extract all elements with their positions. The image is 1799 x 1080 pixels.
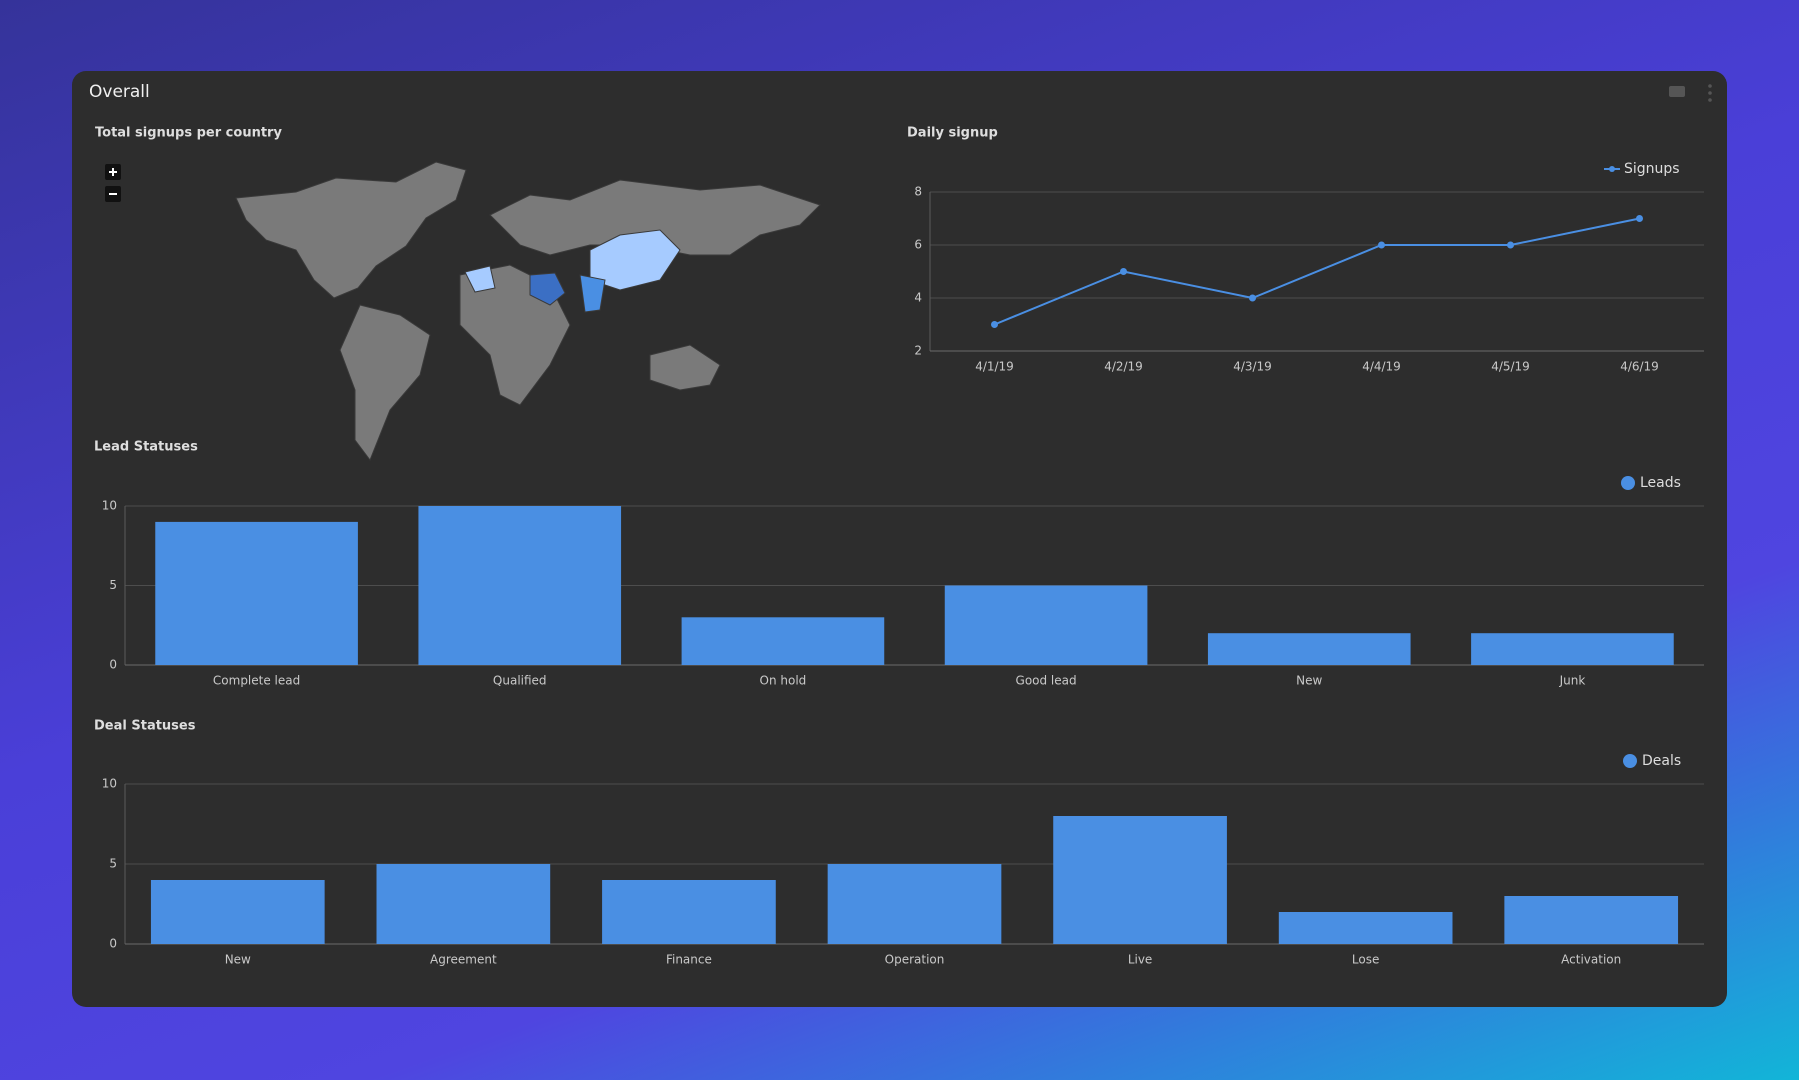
- bar: [944, 585, 1148, 665]
- legend-label: Deals: [1642, 753, 1681, 769]
- x-tick-label: Qualified: [493, 674, 547, 688]
- legend-label: Leads: [1640, 475, 1681, 491]
- x-tick-label: 4/4/19: [1362, 360, 1401, 374]
- comment-icon[interactable]: [1669, 86, 1685, 97]
- x-tick-label: Lose: [1352, 953, 1379, 967]
- bar: [1504, 896, 1679, 944]
- bar: [1207, 633, 1411, 665]
- y-tick-label: 6: [914, 238, 922, 252]
- x-tick-label: 4/6/19: [1620, 360, 1659, 374]
- australia: [649, 344, 721, 391]
- point: [1249, 294, 1256, 302]
- x-tick-label: Operation: [885, 953, 945, 967]
- y-tick-label: 5: [109, 578, 117, 592]
- y-tick-label: 8: [914, 185, 922, 199]
- bar: [1278, 912, 1453, 944]
- y-tick-label: 10: [102, 777, 117, 791]
- legend-label: Signups: [1624, 161, 1680, 177]
- x-tick-label: Agreement: [430, 953, 497, 967]
- bar: [150, 880, 325, 944]
- chart-title: Lead Statuses: [94, 440, 198, 455]
- point: [991, 321, 998, 328]
- x-tick-label: New: [1296, 674, 1322, 688]
- chart-title: Total signups per country: [95, 126, 282, 141]
- point: [1507, 241, 1514, 249]
- bar: [155, 521, 358, 665]
- zoom-controls[interactable]: [105, 164, 121, 202]
- point: [1636, 215, 1643, 222]
- legend-marker: [1609, 166, 1615, 172]
- y-tick-label: 5: [109, 857, 117, 871]
- y-tick-label: 0: [109, 658, 117, 672]
- point: [1120, 268, 1127, 275]
- chart-title: Daily signup: [907, 126, 998, 141]
- legend-marker: [1621, 476, 1635, 490]
- bar: [681, 617, 885, 665]
- eurasia: [489, 179, 821, 256]
- saudi-arabia: [529, 272, 566, 306]
- chart-title: Deal Statuses: [94, 719, 196, 734]
- x-tick-label: Complete lead: [213, 674, 300, 688]
- x-tick-label: 4/1/19: [975, 360, 1014, 374]
- zoom-in-icon: [109, 168, 117, 176]
- north-america: [235, 161, 467, 299]
- panel-title: Overall: [89, 82, 150, 102]
- x-tick-label: 4/3/19: [1233, 360, 1272, 374]
- y-tick-label: 4: [914, 291, 922, 305]
- bar: [1471, 633, 1674, 665]
- y-tick-label: 2: [914, 344, 922, 358]
- world-map: [235, 161, 821, 462]
- x-tick-label: 4/5/19: [1491, 360, 1530, 374]
- y-tick-label: 10: [102, 499, 117, 513]
- x-tick-label: Junk: [1559, 674, 1586, 688]
- legend-marker: [1623, 754, 1637, 768]
- panel-icons[interactable]: [1669, 84, 1712, 102]
- south-america: [339, 304, 431, 462]
- x-tick-label: New: [225, 953, 251, 967]
- point: [1378, 241, 1385, 249]
- menu-dot[interactable]: [1708, 91, 1712, 95]
- india: [579, 274, 606, 313]
- bar: [418, 506, 622, 665]
- bar: [376, 864, 551, 944]
- x-tick-label: Activation: [1561, 953, 1621, 967]
- algeria: [464, 265, 496, 293]
- line: [994, 217, 1640, 326]
- x-tick-label: 4/2/19: [1104, 360, 1143, 374]
- y-tick-label: 0: [109, 937, 117, 951]
- bar: [827, 864, 1002, 944]
- x-tick-label: Good lead: [1016, 674, 1077, 688]
- menu-dot[interactable]: [1708, 84, 1712, 88]
- bar: [602, 880, 776, 944]
- bar: [1053, 816, 1227, 944]
- x-tick-label: Live: [1128, 953, 1153, 967]
- menu-dot[interactable]: [1708, 98, 1712, 102]
- x-tick-label: Finance: [666, 953, 712, 967]
- x-tick-label: On hold: [760, 674, 807, 688]
